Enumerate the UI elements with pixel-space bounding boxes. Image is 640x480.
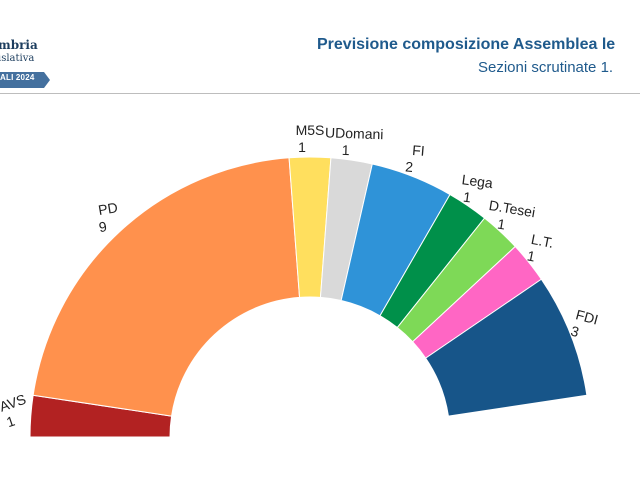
logo-ribbon-text: ALI 2024 (0, 73, 35, 82)
label-d-tesei: D.Tesei1 (485, 197, 536, 237)
logo-text-line2: islativa (0, 53, 35, 64)
label-avs: AVS1 (0, 391, 33, 431)
logo-ribbon (0, 72, 50, 88)
label-lega: Lega1 (459, 171, 494, 208)
label-l-t-: L.T.1 (526, 231, 555, 268)
label-m5s: M5S 1 (296, 122, 325, 155)
page-subtitle: Sezioni scrutinate 1. (478, 59, 614, 76)
label-fdi: FDI3 (569, 306, 600, 344)
label-fi: FI2 (405, 141, 426, 175)
label-udomani: UDomani1 (324, 124, 383, 159)
label-pd: PD9 (95, 199, 122, 235)
hemicycle-segments (29, 156, 588, 438)
segment-pd (32, 157, 301, 417)
segment-fdi (424, 278, 588, 417)
logo-text-line1: mbria (0, 38, 38, 52)
logo-ribbon-shape (0, 72, 50, 88)
page-title: Previsione composizione Assemblea le (317, 36, 616, 53)
header-divider (0, 93, 640, 94)
